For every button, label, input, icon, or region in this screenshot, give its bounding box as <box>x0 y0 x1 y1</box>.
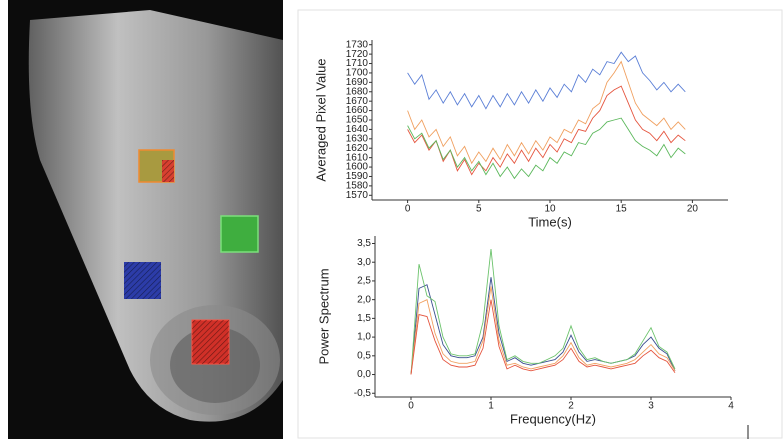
x-tick-label: 5 <box>476 204 482 215</box>
y-tick-label: 1700 <box>346 68 369 79</box>
x-tick-label: 1 <box>488 401 494 412</box>
x-axis-label: Frequency(Hz) <box>510 411 596 426</box>
y-tick-label: 1600 <box>346 162 369 173</box>
y-tick-label: 1620 <box>346 143 369 154</box>
y-tick-label: 3,0 <box>357 257 371 268</box>
x-tick-label: 3 <box>648 401 654 412</box>
y-tick-label: 0,0 <box>357 369 371 380</box>
y-tick-label: 1680 <box>346 86 369 97</box>
x-tick-label: 15 <box>616 204 628 215</box>
y-tick-label: 1590 <box>346 171 369 182</box>
y-tick-label: -0,5 <box>354 388 372 399</box>
y-tick-label: 1730 <box>346 39 369 50</box>
mri-image <box>8 0 283 439</box>
series-line <box>410 299 676 375</box>
x-tick-label: 0 <box>405 204 411 215</box>
y-tick-label: 2,5 <box>357 276 371 287</box>
x-tick-label: 2 <box>568 401 574 412</box>
series-line <box>410 249 676 375</box>
series-line <box>407 117 686 180</box>
x-tick-label: 10 <box>544 204 556 215</box>
y-tick-label: 1690 <box>346 77 369 88</box>
x-tick-label: 20 <box>687 204 699 215</box>
x-tick-label: 0 <box>408 401 414 412</box>
y-axis-label: Averaged Pixel Value <box>313 58 328 181</box>
y-tick-label: 1720 <box>346 49 369 60</box>
y-tick-label: 1670 <box>346 96 369 107</box>
x-axis-label: Time(s) <box>528 214 572 229</box>
series-line <box>410 277 676 375</box>
y-tick-label: 1610 <box>346 152 369 163</box>
series-line <box>410 286 676 375</box>
y-tick-label: 1630 <box>346 133 369 144</box>
series-line <box>407 85 686 176</box>
y-axis-label: Power Spectrum <box>316 268 331 364</box>
series-line <box>407 51 686 110</box>
y-tick-label: 1,0 <box>357 332 371 343</box>
y-tick-label: 1650 <box>346 115 369 126</box>
y-tick-label: 1580 <box>346 181 369 192</box>
series-line <box>407 60 686 165</box>
y-tick-label: 2,0 <box>357 294 371 305</box>
x-tick-label: 4 <box>728 401 734 412</box>
y-tick-label: 0,5 <box>357 350 371 361</box>
y-tick-label: 3,5 <box>357 238 371 249</box>
y-tick-label: 1640 <box>346 124 369 135</box>
y-tick-label: 1570 <box>346 190 369 201</box>
y-tick-label: 1,5 <box>357 313 371 324</box>
y-tick-label: 1660 <box>346 105 369 116</box>
y-tick-label: 1710 <box>346 58 369 69</box>
panel-border <box>297 9 783 439</box>
